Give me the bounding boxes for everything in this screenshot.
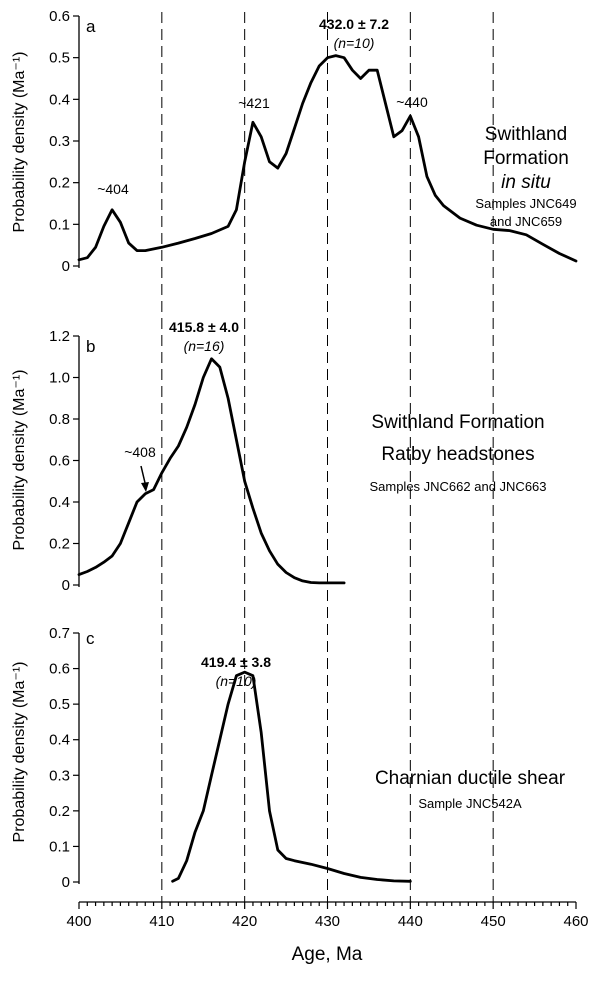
x-axis-label: Age, Ma — [292, 944, 363, 965]
panel-a-curve — [77, 54, 578, 263]
panel-a-y-tick-label: 0.3 — [49, 133, 70, 150]
panel-c-peak-age: 419.4 ± 3.8 — [201, 654, 271, 670]
panel-c-y-tick-label: 0.7 — [49, 625, 70, 642]
x-tick-label: 450 — [481, 913, 506, 930]
panel-a-y-tick-label: 0 — [62, 258, 70, 275]
panel-b-y-tick-label: 0 — [62, 577, 70, 594]
panel-c-y-tick-label: 0 — [62, 874, 70, 891]
panel-b-y-tick-label: 0.6 — [49, 453, 70, 470]
x-axis: 400 410 420 430 440 450 460 — [66, 901, 589, 930]
panel-c-side-title: Charnian ductile shear — [375, 768, 566, 789]
panel-c-side-samples: Sample JNC542A — [418, 796, 522, 811]
panel-a-axes: 0 0.1 0.2 0.3 0.4 0.5 0.6 — [49, 8, 80, 275]
panel-c-y-tick-label: 0.3 — [49, 767, 70, 784]
panel-c-ylabel: Probability density (Ma⁻¹) — [11, 662, 28, 843]
panel-b-axes: 0 0.2 0.4 0.6 0.8 1.0 1.2 — [49, 328, 80, 594]
panel-a-y-tick-label: 0.2 — [49, 175, 70, 192]
panel-a-letter: a — [86, 17, 96, 36]
panel-a-peak-404-label: ~404 — [97, 181, 129, 197]
panel-a-y-tick-label: 0.1 — [49, 216, 70, 233]
panel-a-y-tick-label: 0.6 — [49, 8, 70, 25]
panel-c-curve — [171, 670, 412, 883]
panel-b-y-tick-label: 0.8 — [49, 411, 70, 428]
panel-a-side-title-1: Swithland — [485, 124, 567, 145]
panel-c-y-tick-label: 0.1 — [49, 838, 70, 855]
panel-b-side-title-1: Swithland Formation — [371, 412, 544, 433]
x-tick-label: 440 — [398, 913, 423, 930]
panel-b-peak-408-arrowhead — [141, 482, 149, 492]
panel-a-peak-age: 432.0 ± 7.2 — [319, 16, 389, 32]
panel-c-y-tick-label: 0.2 — [49, 803, 70, 820]
panel-b-y-tick-label: 0.4 — [49, 494, 70, 511]
panel-b-curve — [77, 357, 346, 585]
x-tick-label: 400 — [66, 913, 91, 930]
panel-a-y-tick-label: 0.5 — [49, 50, 70, 67]
panel-b-y-tick-label: 0.2 — [49, 536, 70, 553]
panel-b-peak-408-label: ~408 — [124, 444, 156, 460]
panel-a-peak-421-label: ~421 — [238, 95, 270, 111]
panel-a-peak-440-label: ~440 — [396, 94, 428, 110]
panel-a-y-tick-label: 0.4 — [49, 91, 70, 108]
panel-a-side-title-3: in situ — [501, 172, 551, 193]
panel-b: 0 0.2 0.4 0.6 0.8 1.0 1.2 b Probability densit… — [11, 319, 547, 594]
panel-b-letter: b — [86, 337, 95, 356]
panel-b-y-tick-label: 1.0 — [49, 370, 70, 387]
panel-c-letter: c — [86, 629, 95, 648]
panel-b-y-tick-label: 1.2 — [49, 328, 70, 345]
panel-b-side-title-2: Ratby headstones — [381, 444, 534, 465]
panel-c: 0 0.1 0.2 0.3 0.4 0.5 0.6 0.7 c Probability den… — [11, 625, 566, 891]
x-tick-label: 410 — [149, 913, 174, 930]
panel-a-side-samples-1: Samples JNC649 — [475, 196, 576, 211]
panel-c-axes: 0 0.1 0.2 0.3 0.4 0.5 0.6 0.7 — [49, 625, 80, 891]
panel-c-peak-n: (n=10) — [216, 673, 257, 689]
x-tick-label: 460 — [563, 913, 588, 930]
panel-b-peak-age: 415.8 ± 4.0 — [169, 319, 239, 335]
panel-b-side-samples: Samples JNC662 and JNC663 — [369, 479, 546, 494]
panel-a-ylabel: Probability density (Ma⁻¹) — [11, 52, 28, 233]
panel-c-y-tick-label: 0.4 — [49, 732, 70, 749]
panel-c-y-tick-label: 0.5 — [49, 696, 70, 713]
panel-a-side-samples-2: and JNC659 — [490, 214, 562, 229]
reference-lines — [161, 12, 494, 902]
panel-b-peak-n: (n=16) — [184, 338, 225, 354]
x-tick-label: 430 — [315, 913, 340, 930]
panel-a-side-title-2: Formation — [483, 148, 569, 169]
panel-a-peak-n: (n=10) — [334, 35, 375, 51]
panel-c-y-tick-label: 0.6 — [49, 661, 70, 678]
x-tick-label: 420 — [232, 913, 257, 930]
panel-a: 0 0.1 0.2 0.3 0.4 0.5 0.6 a Probability densit… — [11, 8, 578, 275]
panel-b-ylabel: Probability density (Ma⁻¹) — [11, 370, 28, 551]
